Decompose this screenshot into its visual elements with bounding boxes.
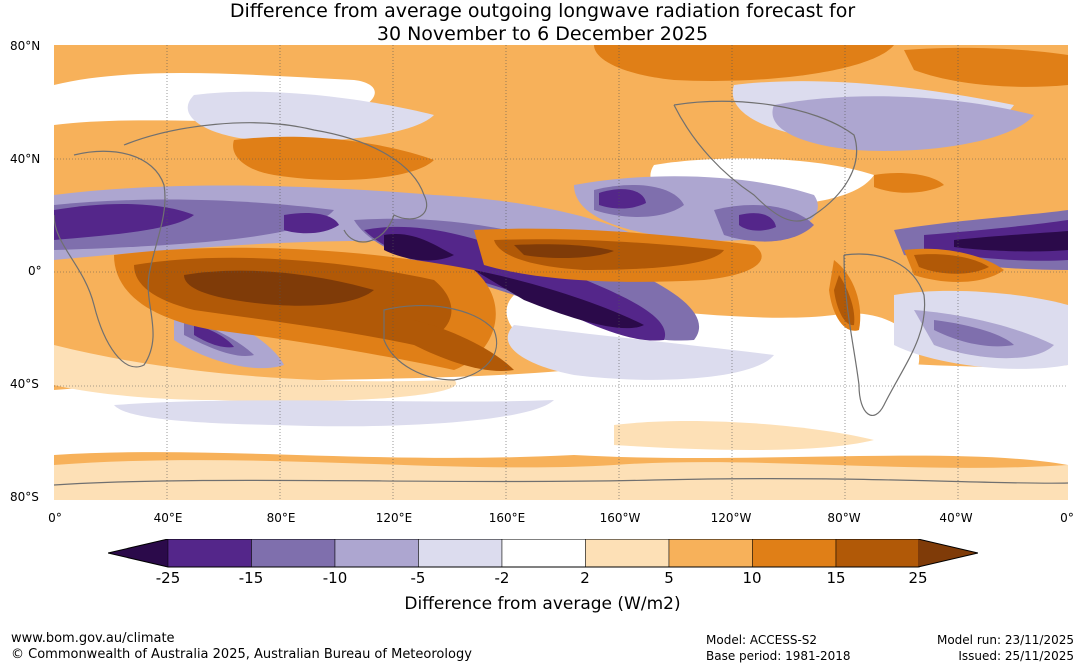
colorbar <box>108 539 978 568</box>
lat-label-equator: 0° <box>28 264 42 278</box>
extreme-negative-region <box>954 231 1068 252</box>
colorbar-segment <box>501 539 586 568</box>
colorbar-segment <box>668 539 753 568</box>
extreme-negative-region <box>384 234 454 261</box>
lon-label-160w: 160°W <box>599 511 641 525</box>
moderate-negative-region <box>772 96 1034 151</box>
very-strong-negative-region <box>739 213 776 231</box>
footer-issued: Issued: 25/11/2025 <box>958 649 1074 663</box>
colorbar-segment <box>918 539 978 567</box>
lon-label-0-left: 0° <box>48 511 62 525</box>
very-strong-positive-region <box>834 275 855 326</box>
coastline-north-america <box>673 100 858 222</box>
very-strong-negative-region <box>54 203 194 240</box>
colorbar-tick-label: 2 <box>580 569 590 587</box>
colorbar-tick-label: -25 <box>155 569 181 587</box>
weak-negative-region <box>187 91 434 142</box>
lat-label-40s: 40°S <box>10 377 39 391</box>
very-strong-positive-region <box>414 320 514 371</box>
colorbar-tick-label: -10 <box>322 569 348 587</box>
colorbar-outline <box>108 539 978 568</box>
lat-label-80n: 80°N <box>10 39 41 53</box>
colorbar-segment <box>418 539 503 568</box>
weak-positive-region <box>54 345 457 402</box>
extreme-negative-region <box>474 270 644 329</box>
strong-positive-region <box>904 47 1068 87</box>
colorbar-tick-label: 5 <box>664 569 674 587</box>
strong-negative-region <box>934 320 1014 347</box>
colorbar-segment <box>585 539 670 568</box>
colorbar-segment <box>835 539 920 568</box>
lon-label-160e: 160°E <box>488 511 526 525</box>
weak-positive-region <box>54 460 1068 500</box>
lon-label-120e: 120°E <box>375 511 413 525</box>
strong-positive-region <box>233 136 434 180</box>
title-line-2: 30 November to 6 December 2025 <box>376 23 709 45</box>
lon-label-40w: 40°W <box>939 511 973 525</box>
footer-model-run: Model run: 23/11/2025 <box>936 633 1074 647</box>
lon-label-80e: 80°E <box>266 511 296 525</box>
anomaly-field <box>54 45 1068 500</box>
very-strong-negative-region <box>599 189 646 209</box>
coastline-antarctica <box>54 477 1068 486</box>
colorbar-segment <box>251 539 336 568</box>
very-strong-positive-region <box>914 254 989 274</box>
lat-label-80s: 80°S <box>10 490 39 504</box>
colorbar-tick-label: -2 <box>494 569 510 587</box>
strong-positive-region <box>594 45 894 81</box>
strong-positive-region <box>874 173 944 193</box>
olr-anomaly-map <box>54 45 1068 500</box>
colorbar-segment <box>167 539 252 568</box>
weak-negative-region <box>114 400 554 427</box>
footer-base-period: Base period: 1981-2018 <box>706 649 851 663</box>
colorbar-tick-label: 15 <box>826 569 846 587</box>
lon-label-40e: 40°E <box>153 511 183 525</box>
colorbar-tick-label: 25 <box>908 569 928 587</box>
very-strong-negative-region <box>194 325 234 348</box>
colorbar-segment <box>108 539 168 567</box>
colorbar-tick-label: -5 <box>410 569 426 587</box>
colorbar-tick-label: -15 <box>238 569 264 587</box>
graticule <box>54 45 1068 500</box>
lon-label-120w: 120°W <box>710 511 752 525</box>
footer-website-link[interactable]: www.bom.gov.au/climate <box>11 631 175 646</box>
weak-positive-region <box>614 420 874 450</box>
coastline-africa <box>54 150 166 368</box>
weak-negative-region <box>507 325 774 380</box>
lon-label-80w: 80°W <box>827 511 861 525</box>
map-title: Difference from average outgoing longwav… <box>0 0 1085 46</box>
extreme-positive-region <box>184 270 374 306</box>
footer-copyright: © Commonwealth of Australia 2025, Austra… <box>11 647 472 662</box>
very-strong-negative-region <box>284 213 339 234</box>
colorbar-segment <box>334 539 419 568</box>
footer-model: Model: ACCESS-S2 <box>706 633 818 647</box>
extreme-positive-region <box>514 244 614 259</box>
colorbar-tick-label: 10 <box>742 569 762 587</box>
coastline-eurasia <box>123 122 428 243</box>
title-line-1: Difference from average outgoing longwav… <box>229 0 856 22</box>
lon-label-0-right: 0° <box>1060 511 1074 525</box>
lat-label-40n: 40°N <box>10 152 41 166</box>
coastline-australia <box>383 305 498 381</box>
colorbar-segment <box>752 539 837 568</box>
colorbar-title: Difference from average (W/m2) <box>404 594 681 614</box>
